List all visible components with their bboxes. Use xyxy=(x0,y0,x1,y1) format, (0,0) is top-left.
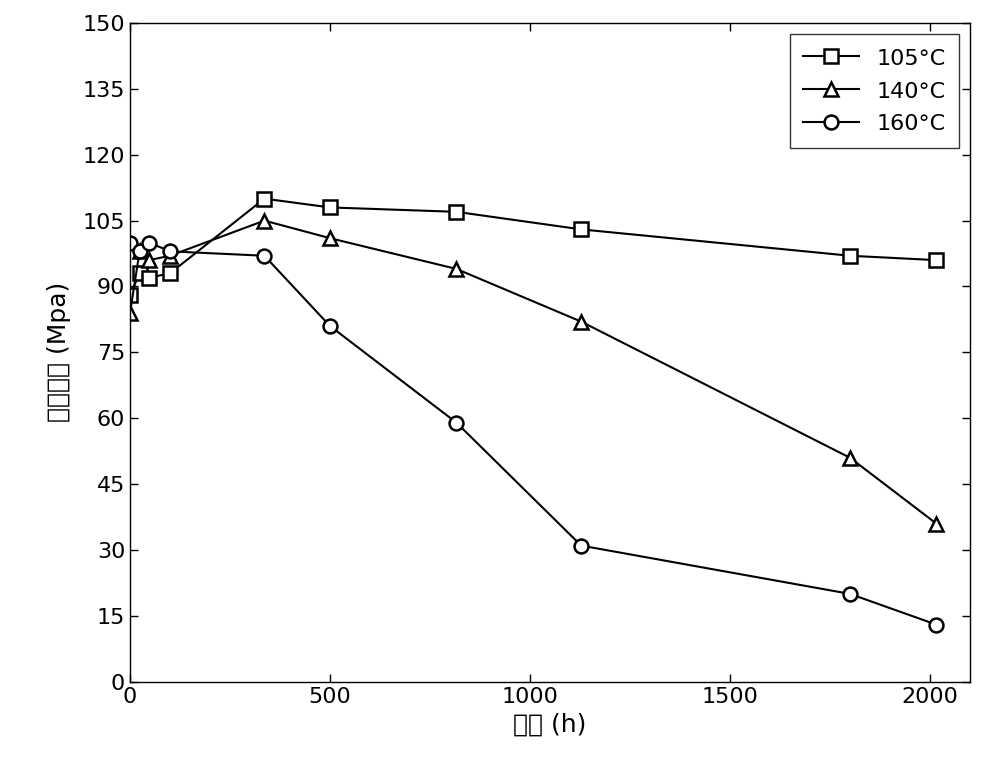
160°C xyxy=(450,418,462,427)
105°C xyxy=(164,269,176,278)
160°C xyxy=(258,251,270,260)
140°C xyxy=(143,256,155,265)
105°C xyxy=(124,290,136,300)
140°C xyxy=(324,234,336,243)
160°C xyxy=(143,238,155,247)
105°C xyxy=(575,224,587,234)
140°C xyxy=(844,453,856,463)
105°C xyxy=(930,256,942,265)
Line: 140°C: 140°C xyxy=(123,214,943,531)
140°C xyxy=(575,317,587,326)
Y-axis label: 拉伸强度 (Mpa): 拉伸强度 (Mpa) xyxy=(47,282,71,423)
Line: 160°C: 160°C xyxy=(123,236,943,632)
140°C xyxy=(134,247,146,256)
105°C xyxy=(143,273,155,283)
160°C xyxy=(324,322,336,331)
160°C xyxy=(164,247,176,256)
160°C xyxy=(124,238,136,247)
160°C xyxy=(134,247,146,256)
105°C xyxy=(134,269,146,278)
Line: 105°C: 105°C xyxy=(123,192,943,303)
160°C xyxy=(575,541,587,550)
105°C xyxy=(844,251,856,260)
X-axis label: 时间 (h): 时间 (h) xyxy=(513,712,587,736)
140°C xyxy=(450,264,462,273)
105°C xyxy=(450,208,462,217)
105°C xyxy=(324,203,336,212)
140°C xyxy=(164,251,176,260)
140°C xyxy=(930,519,942,529)
140°C xyxy=(124,308,136,317)
105°C xyxy=(258,194,270,203)
Legend: 105°C, 140°C, 160°C: 105°C, 140°C, 160°C xyxy=(790,34,959,148)
140°C xyxy=(258,216,270,225)
160°C xyxy=(930,620,942,629)
160°C xyxy=(844,589,856,598)
